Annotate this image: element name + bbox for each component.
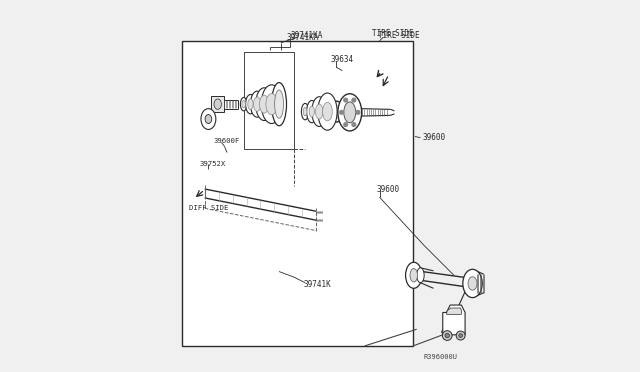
Ellipse shape (214, 99, 221, 109)
Ellipse shape (307, 100, 317, 123)
Circle shape (344, 123, 348, 126)
Ellipse shape (309, 106, 314, 117)
Ellipse shape (410, 269, 417, 282)
Text: 39634: 39634 (330, 55, 353, 64)
Ellipse shape (463, 269, 482, 298)
Ellipse shape (266, 93, 277, 115)
Polygon shape (271, 85, 282, 124)
Ellipse shape (241, 97, 247, 111)
Ellipse shape (255, 88, 273, 121)
Bar (211, 96, 225, 112)
Ellipse shape (259, 95, 269, 113)
Ellipse shape (338, 94, 362, 131)
Circle shape (344, 98, 348, 102)
Ellipse shape (406, 262, 422, 288)
Ellipse shape (442, 331, 452, 340)
Ellipse shape (318, 93, 337, 130)
Ellipse shape (242, 100, 246, 108)
Ellipse shape (271, 83, 287, 126)
Ellipse shape (261, 85, 282, 124)
Ellipse shape (445, 333, 449, 338)
Ellipse shape (312, 97, 326, 126)
Text: 39752X: 39752X (199, 161, 225, 167)
Text: R396000U: R396000U (424, 354, 458, 360)
Ellipse shape (456, 331, 465, 340)
Text: 39600F: 39600F (214, 138, 240, 144)
Ellipse shape (201, 109, 216, 129)
Polygon shape (447, 308, 461, 314)
Text: 39741K: 39741K (303, 280, 331, 289)
Bar (182, 41, 413, 346)
Ellipse shape (205, 115, 212, 124)
Ellipse shape (344, 102, 356, 123)
Ellipse shape (246, 94, 255, 114)
Circle shape (356, 110, 360, 114)
Text: DIFF SIDE: DIFF SIDE (189, 205, 228, 211)
Circle shape (340, 110, 344, 114)
Text: TIRE SIDE: TIRE SIDE (372, 29, 413, 38)
Ellipse shape (250, 91, 264, 117)
Circle shape (352, 123, 356, 126)
Bar (244, 52, 294, 149)
Text: 39600: 39600 (422, 133, 445, 142)
Ellipse shape (468, 277, 477, 290)
Ellipse shape (323, 102, 332, 121)
Ellipse shape (253, 97, 261, 111)
Ellipse shape (316, 104, 323, 119)
Ellipse shape (417, 268, 424, 283)
Text: TIRE SIDE: TIRE SIDE (378, 31, 419, 40)
Ellipse shape (303, 108, 307, 116)
Text: 39600: 39600 (376, 185, 399, 194)
Ellipse shape (248, 99, 253, 109)
Circle shape (352, 98, 356, 102)
Text: 39741KA: 39741KA (287, 33, 319, 42)
Polygon shape (443, 305, 465, 335)
Ellipse shape (301, 103, 309, 120)
Ellipse shape (459, 334, 463, 337)
Text: 39741KA: 39741KA (291, 31, 323, 40)
Ellipse shape (275, 90, 284, 118)
